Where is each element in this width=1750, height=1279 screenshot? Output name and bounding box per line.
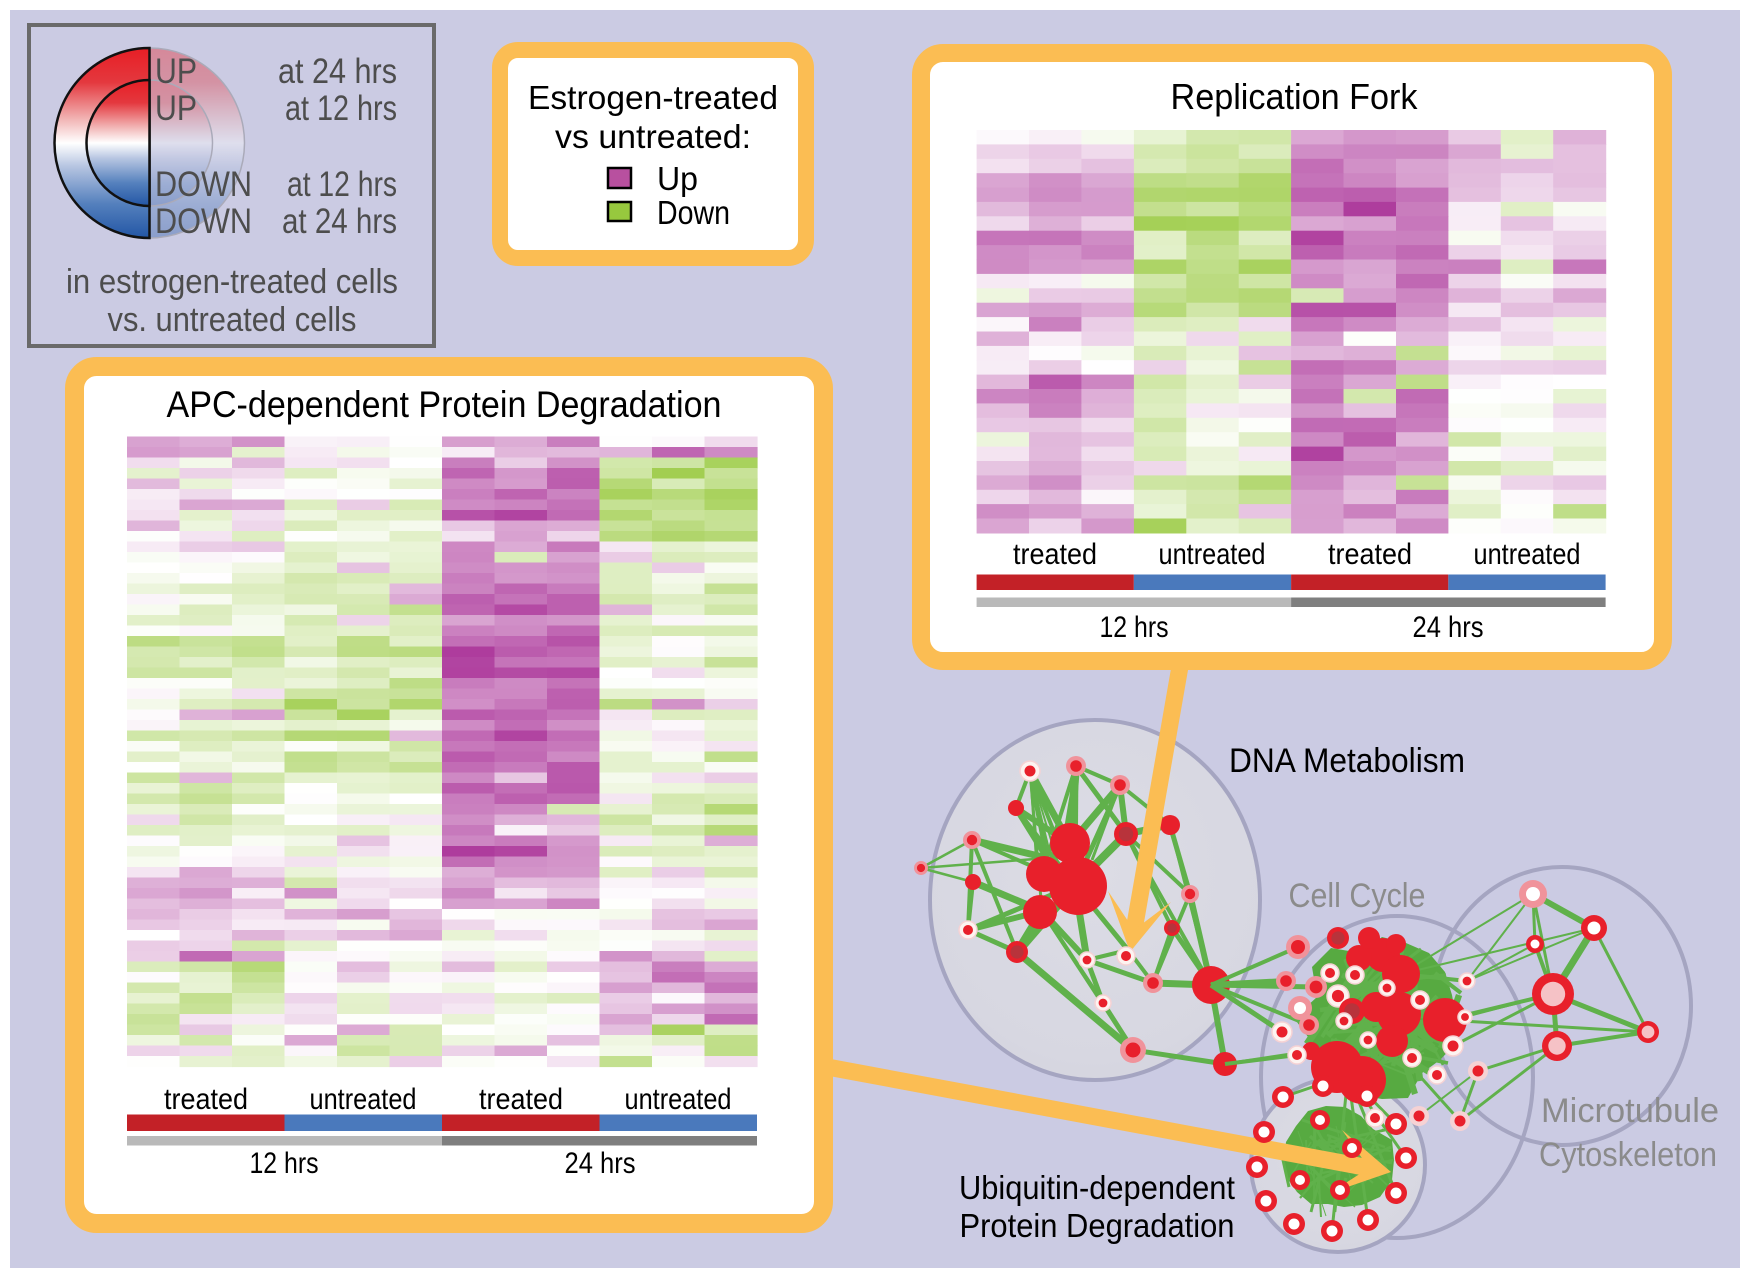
svg-text:vs untreated:: vs untreated: bbox=[555, 118, 751, 155]
svg-text:DOWN: DOWN bbox=[155, 165, 252, 204]
svg-text:DNA Metabolism: DNA Metabolism bbox=[1229, 742, 1465, 780]
svg-text:in estrogen-treated cells: in estrogen-treated cells bbox=[66, 263, 398, 301]
svg-text:treated: treated bbox=[1328, 538, 1412, 571]
svg-text:UP: UP bbox=[155, 89, 197, 128]
svg-text:Down: Down bbox=[657, 194, 730, 231]
svg-text:APC-dependent Protein Degradat: APC-dependent Protein Degradation bbox=[167, 384, 722, 425]
svg-text:Estrogen-treated: Estrogen-treated bbox=[528, 79, 778, 116]
svg-text:Up: Up bbox=[657, 160, 698, 197]
svg-text:untreated: untreated bbox=[625, 1083, 732, 1116]
svg-text:12 hrs: 12 hrs bbox=[250, 1147, 319, 1180]
svg-text:at 12 hrs: at 12 hrs bbox=[287, 165, 397, 204]
svg-text:treated: treated bbox=[1013, 538, 1097, 571]
svg-text:24 hrs: 24 hrs bbox=[1413, 611, 1484, 644]
svg-text:Cell Cycle: Cell Cycle bbox=[1289, 877, 1426, 915]
svg-text:12 hrs: 12 hrs bbox=[1100, 611, 1169, 644]
svg-text:DOWN: DOWN bbox=[155, 202, 252, 241]
svg-text:at 12 hrs: at 12 hrs bbox=[285, 89, 397, 128]
svg-text:Protein Degradation: Protein Degradation bbox=[960, 1207, 1235, 1244]
svg-text:treated: treated bbox=[164, 1083, 248, 1116]
svg-text:Ubiquitin-dependent: Ubiquitin-dependent bbox=[959, 1169, 1235, 1206]
svg-text:at 24 hrs: at 24 hrs bbox=[278, 52, 397, 91]
svg-text:untreated: untreated bbox=[310, 1083, 417, 1116]
svg-text:UP: UP bbox=[155, 52, 197, 91]
svg-text:treated: treated bbox=[479, 1083, 563, 1116]
svg-text:Microtubule: Microtubule bbox=[1541, 1092, 1719, 1130]
svg-text:untreated: untreated bbox=[1159, 538, 1266, 571]
svg-text:at 24 hrs: at 24 hrs bbox=[282, 202, 397, 241]
svg-text:24 hrs: 24 hrs bbox=[565, 1147, 636, 1180]
svg-text:vs. untreated cells: vs. untreated cells bbox=[108, 301, 357, 339]
svg-text:Cytoskeleton: Cytoskeleton bbox=[1539, 1136, 1717, 1174]
svg-text:Replication Fork: Replication Fork bbox=[1171, 76, 1419, 117]
svg-text:untreated: untreated bbox=[1474, 538, 1581, 571]
